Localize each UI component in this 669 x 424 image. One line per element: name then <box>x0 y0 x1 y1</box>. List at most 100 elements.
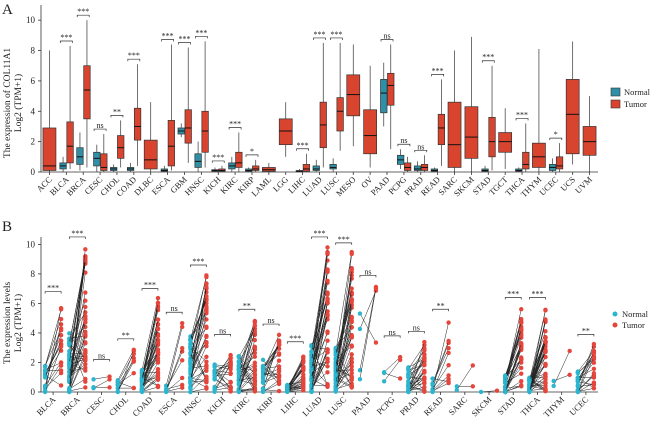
panel-b-x-tick-label: READ <box>422 394 445 417</box>
panel-b-point-normal <box>454 387 460 393</box>
panel-b-pair-line <box>141 298 159 371</box>
panel-b-point-normal <box>115 389 120 394</box>
panel-b-pair-line <box>141 386 159 392</box>
panel-a-box-normal <box>312 165 320 171</box>
panel-a-box-tumor <box>532 142 546 168</box>
panel-b-x-tick-label: KIRC <box>230 394 252 416</box>
panel-b-point-normal <box>357 326 363 332</box>
panel-b-pair-line <box>577 373 595 393</box>
panel-b-pair-line <box>287 369 304 387</box>
panel-b-point-tumor <box>204 309 209 314</box>
panel-b-pair-line <box>335 337 352 376</box>
panel-b-y-title-line1: The expression levels <box>3 282 13 365</box>
panel-b-pair-line <box>287 374 304 391</box>
panel-a-x-tick-label: KICH <box>201 174 223 196</box>
panel-b-point-normal <box>188 389 193 395</box>
panel-b-pair-line <box>577 358 595 381</box>
panel-a-sig-label: *** <box>162 31 174 40</box>
panel-b-pair-line <box>311 280 328 352</box>
panel-b-point-tumor <box>131 351 136 357</box>
panel-b-pair-line <box>262 376 280 383</box>
panel-b-point-tumor <box>155 342 161 348</box>
panel-b-pair-line <box>141 379 159 392</box>
panel-b-point-normal <box>42 367 48 372</box>
panel-a-sig-bracket <box>330 37 343 40</box>
panel-a-sig-label: *** <box>178 35 190 44</box>
panel-b-point-tumor <box>325 312 330 318</box>
panel-b-pair-line <box>214 382 231 390</box>
panel-b-point-normal <box>67 331 72 336</box>
panel-b-pair-line <box>577 350 595 372</box>
panel-b-point-tumor <box>422 339 427 345</box>
panel-b-point-tumor <box>83 361 88 367</box>
panel-b-x-tick-label: THCA <box>518 394 542 418</box>
panel-a-x-tick-label: KIRC <box>218 174 240 196</box>
panel-b-x-tick-label: CHOL <box>107 394 130 417</box>
panel-b-pair-line <box>238 339 256 392</box>
panel-a-sig-bracket <box>76 14 90 18</box>
panel-b-point-tumor <box>204 365 209 371</box>
panel-b-point-tumor <box>519 371 524 376</box>
panel-b-pair-line <box>69 334 86 392</box>
panel-b-x-tick-label: HNSC <box>180 394 203 417</box>
panel-b-pair-line <box>44 362 62 387</box>
panel-b-legend-label: Normal <box>622 309 649 319</box>
panel-b-point-tumor <box>349 352 354 357</box>
panel-b-pair-line <box>408 385 425 391</box>
panel-b-point-tumor <box>325 359 330 364</box>
panel-b-pair-line <box>505 358 522 387</box>
panel-b-pair-line <box>505 380 522 392</box>
panel-b-sig-label: ** <box>243 301 251 310</box>
panel-b-point-tumor <box>349 290 354 296</box>
panel-b-sig-bracket <box>214 334 231 337</box>
panel-b-sig-bracket <box>117 338 135 341</box>
panel-b-x-tick-label: CESC <box>84 394 106 416</box>
panel-b-pair-line <box>190 376 207 393</box>
panel-b-point-tumor <box>131 347 136 352</box>
panel-b-pair-line <box>505 358 522 379</box>
panel-b-point-tumor <box>422 384 427 390</box>
panel-b-pair-line <box>214 387 231 391</box>
panel-b-point-tumor <box>83 290 88 295</box>
panel-b-pair-line <box>311 349 328 392</box>
panel-b-pair-line <box>577 382 595 393</box>
panel-b-point-tumor <box>325 269 330 275</box>
panel-b-point-tumor <box>204 304 209 309</box>
panel-b-pair-line <box>335 361 352 387</box>
panel-b-point-tumor <box>58 338 64 343</box>
panel-b-sig-bracket <box>311 236 328 239</box>
panel-b-point-tumor <box>83 356 88 361</box>
panel-b-point-tumor <box>228 379 233 385</box>
panel-b-point-normal <box>188 376 193 382</box>
panel-b-point-tumor <box>155 360 161 365</box>
panel-b-pair-line <box>69 387 86 392</box>
panel-a-sig-label: *** <box>212 153 224 162</box>
panel-a-box-normal <box>194 153 202 168</box>
panel-a-sig-bracket <box>228 127 242 130</box>
panel-b-pair-line <box>311 349 328 362</box>
panel-a-x-tick-label: ESCA <box>150 174 173 197</box>
panel-b-point-tumor <box>543 339 548 344</box>
panel-b-sig-label: *** <box>144 281 156 290</box>
panel-b-sig-label: *** <box>338 235 350 244</box>
panel-b-point-normal <box>357 367 363 373</box>
panel-b-point-normal <box>503 379 508 385</box>
panel-a-legend: Normal Tumor <box>610 87 651 109</box>
panel-b-point-tumor <box>349 364 354 369</box>
panel-a-sig-label: ns <box>97 121 104 130</box>
panel-a-sig-bracket <box>127 58 141 62</box>
panel-b-pair-line <box>44 375 62 386</box>
panel-b-pair-line <box>408 382 425 393</box>
panel-a-sig-label: * <box>250 147 254 156</box>
panel-b-y-title-line2: Log2 (TPM+1) <box>13 294 24 352</box>
panel-b-point-normal <box>212 368 217 373</box>
panel-b-point-normal <box>503 386 508 391</box>
panel-b-point-tumor <box>519 378 524 384</box>
panel-b-point-normal <box>333 376 338 382</box>
panel-b-pair-line <box>263 366 280 369</box>
panel-b-point-tumor <box>179 349 185 354</box>
panel-b-pair-line <box>190 388 207 393</box>
panel-a-sig-bracket <box>380 39 394 42</box>
panel-b-pair-line <box>238 328 256 358</box>
panel-b-point-normal <box>236 363 242 368</box>
